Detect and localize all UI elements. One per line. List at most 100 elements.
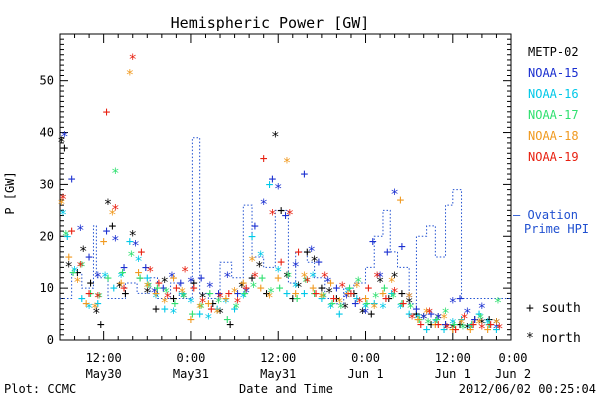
data-point: * <box>449 322 457 338</box>
data-point: + <box>170 292 178 307</box>
data-point: * <box>265 291 273 307</box>
data-point: + <box>196 307 204 322</box>
x-tick-label: Jun 2 <box>495 367 531 381</box>
x-tick-label: Jun 1 <box>435 367 471 381</box>
data-point: * <box>354 275 362 291</box>
data-point: * <box>405 296 413 312</box>
y-tick-label: 10 <box>40 281 54 295</box>
data-point: * <box>94 270 102 286</box>
data-point: * <box>195 301 203 317</box>
data-point: + <box>442 317 450 332</box>
data-point: * <box>238 280 246 296</box>
data-point: * <box>303 275 311 291</box>
data-point: + <box>260 151 268 166</box>
data-point: + <box>385 292 393 307</box>
data-point: * <box>291 280 299 296</box>
data-point: * <box>198 291 206 307</box>
data-point: + <box>226 317 234 332</box>
data-point: * <box>457 316 465 332</box>
data-point: * <box>145 280 153 296</box>
data-point: * <box>162 285 170 301</box>
data-point: * <box>161 275 169 291</box>
data-point: * <box>318 291 326 307</box>
data-point: + <box>152 302 160 317</box>
data-point: + <box>367 307 375 322</box>
data-point: * <box>187 275 195 291</box>
data-point: + <box>487 317 495 332</box>
data-point: + <box>471 312 479 327</box>
data-point: * <box>134 254 142 270</box>
data-point: + <box>177 276 185 291</box>
data-point: * <box>441 306 449 322</box>
data-point: * <box>163 291 171 307</box>
data-point: + <box>414 312 422 327</box>
data-point: * <box>463 306 471 322</box>
legend-entry: METP-02 <box>528 45 579 59</box>
data-point: * <box>129 52 137 68</box>
data-point: + <box>456 317 464 332</box>
data-point: + <box>122 286 130 301</box>
data-point: * <box>267 285 275 301</box>
footer-credit: Plot: CCMC <box>4 382 76 396</box>
data-point: * <box>78 259 86 275</box>
data-point: + <box>413 307 421 322</box>
data-point: * <box>494 296 502 312</box>
data-point: + <box>335 307 343 322</box>
data-point: + <box>458 312 466 327</box>
data-point: * <box>338 280 346 296</box>
data-point: * <box>214 296 222 312</box>
data-point: + <box>398 286 406 301</box>
data-point: + <box>154 281 162 296</box>
data-point: + <box>277 255 285 270</box>
data-point: + <box>431 317 439 332</box>
data-point: * <box>286 208 294 224</box>
data-point: + <box>276 281 284 296</box>
data-point: + <box>318 292 326 307</box>
x-tick-label: May30 <box>86 367 122 381</box>
data-point: + <box>471 312 479 327</box>
data-point: * <box>76 223 84 239</box>
legend-entry: NOAA-17 <box>528 108 579 122</box>
data-point: + <box>328 297 336 312</box>
data-point: * <box>379 301 387 317</box>
data-point: * <box>373 270 381 286</box>
data-point: * <box>216 291 224 307</box>
data-point: + <box>485 317 493 332</box>
data-point: * <box>371 291 379 307</box>
data-point: + <box>311 286 319 301</box>
data-point: * <box>62 228 70 244</box>
data-point: * <box>431 316 439 332</box>
y-tick-label: 50 <box>40 74 54 88</box>
data-point: + <box>405 307 413 322</box>
data-point: * <box>65 259 73 275</box>
data-point: + <box>344 286 352 301</box>
data-point: + <box>440 323 448 338</box>
data-point: * <box>111 166 119 182</box>
data-point: * <box>213 306 221 322</box>
data-point: + <box>382 292 390 307</box>
data-point: * <box>307 244 315 260</box>
data-point: + <box>427 317 435 332</box>
data-point: * <box>424 316 432 332</box>
data-point: * <box>396 301 404 317</box>
data-point: * <box>405 291 413 307</box>
data-point: + <box>415 312 423 327</box>
data-point: * <box>460 311 468 327</box>
data-point: * <box>108 208 116 224</box>
data-point: * <box>204 311 212 327</box>
data-point: * <box>179 291 187 307</box>
y-tick-label: 0 <box>47 333 54 347</box>
data-point: + <box>330 292 338 307</box>
data-point: + <box>108 219 116 234</box>
data-point: * <box>440 311 448 327</box>
x-tick-label: 12:00 <box>435 351 471 365</box>
data-point: * <box>115 280 123 296</box>
data-point: * <box>239 291 247 307</box>
chart-title: Hemispheric Power [GW] <box>171 14 370 32</box>
data-point: + <box>69 266 77 281</box>
data-point: * <box>376 270 384 286</box>
data-point: + <box>450 317 458 332</box>
data-point: * <box>230 285 238 301</box>
data-point: + <box>423 323 431 338</box>
